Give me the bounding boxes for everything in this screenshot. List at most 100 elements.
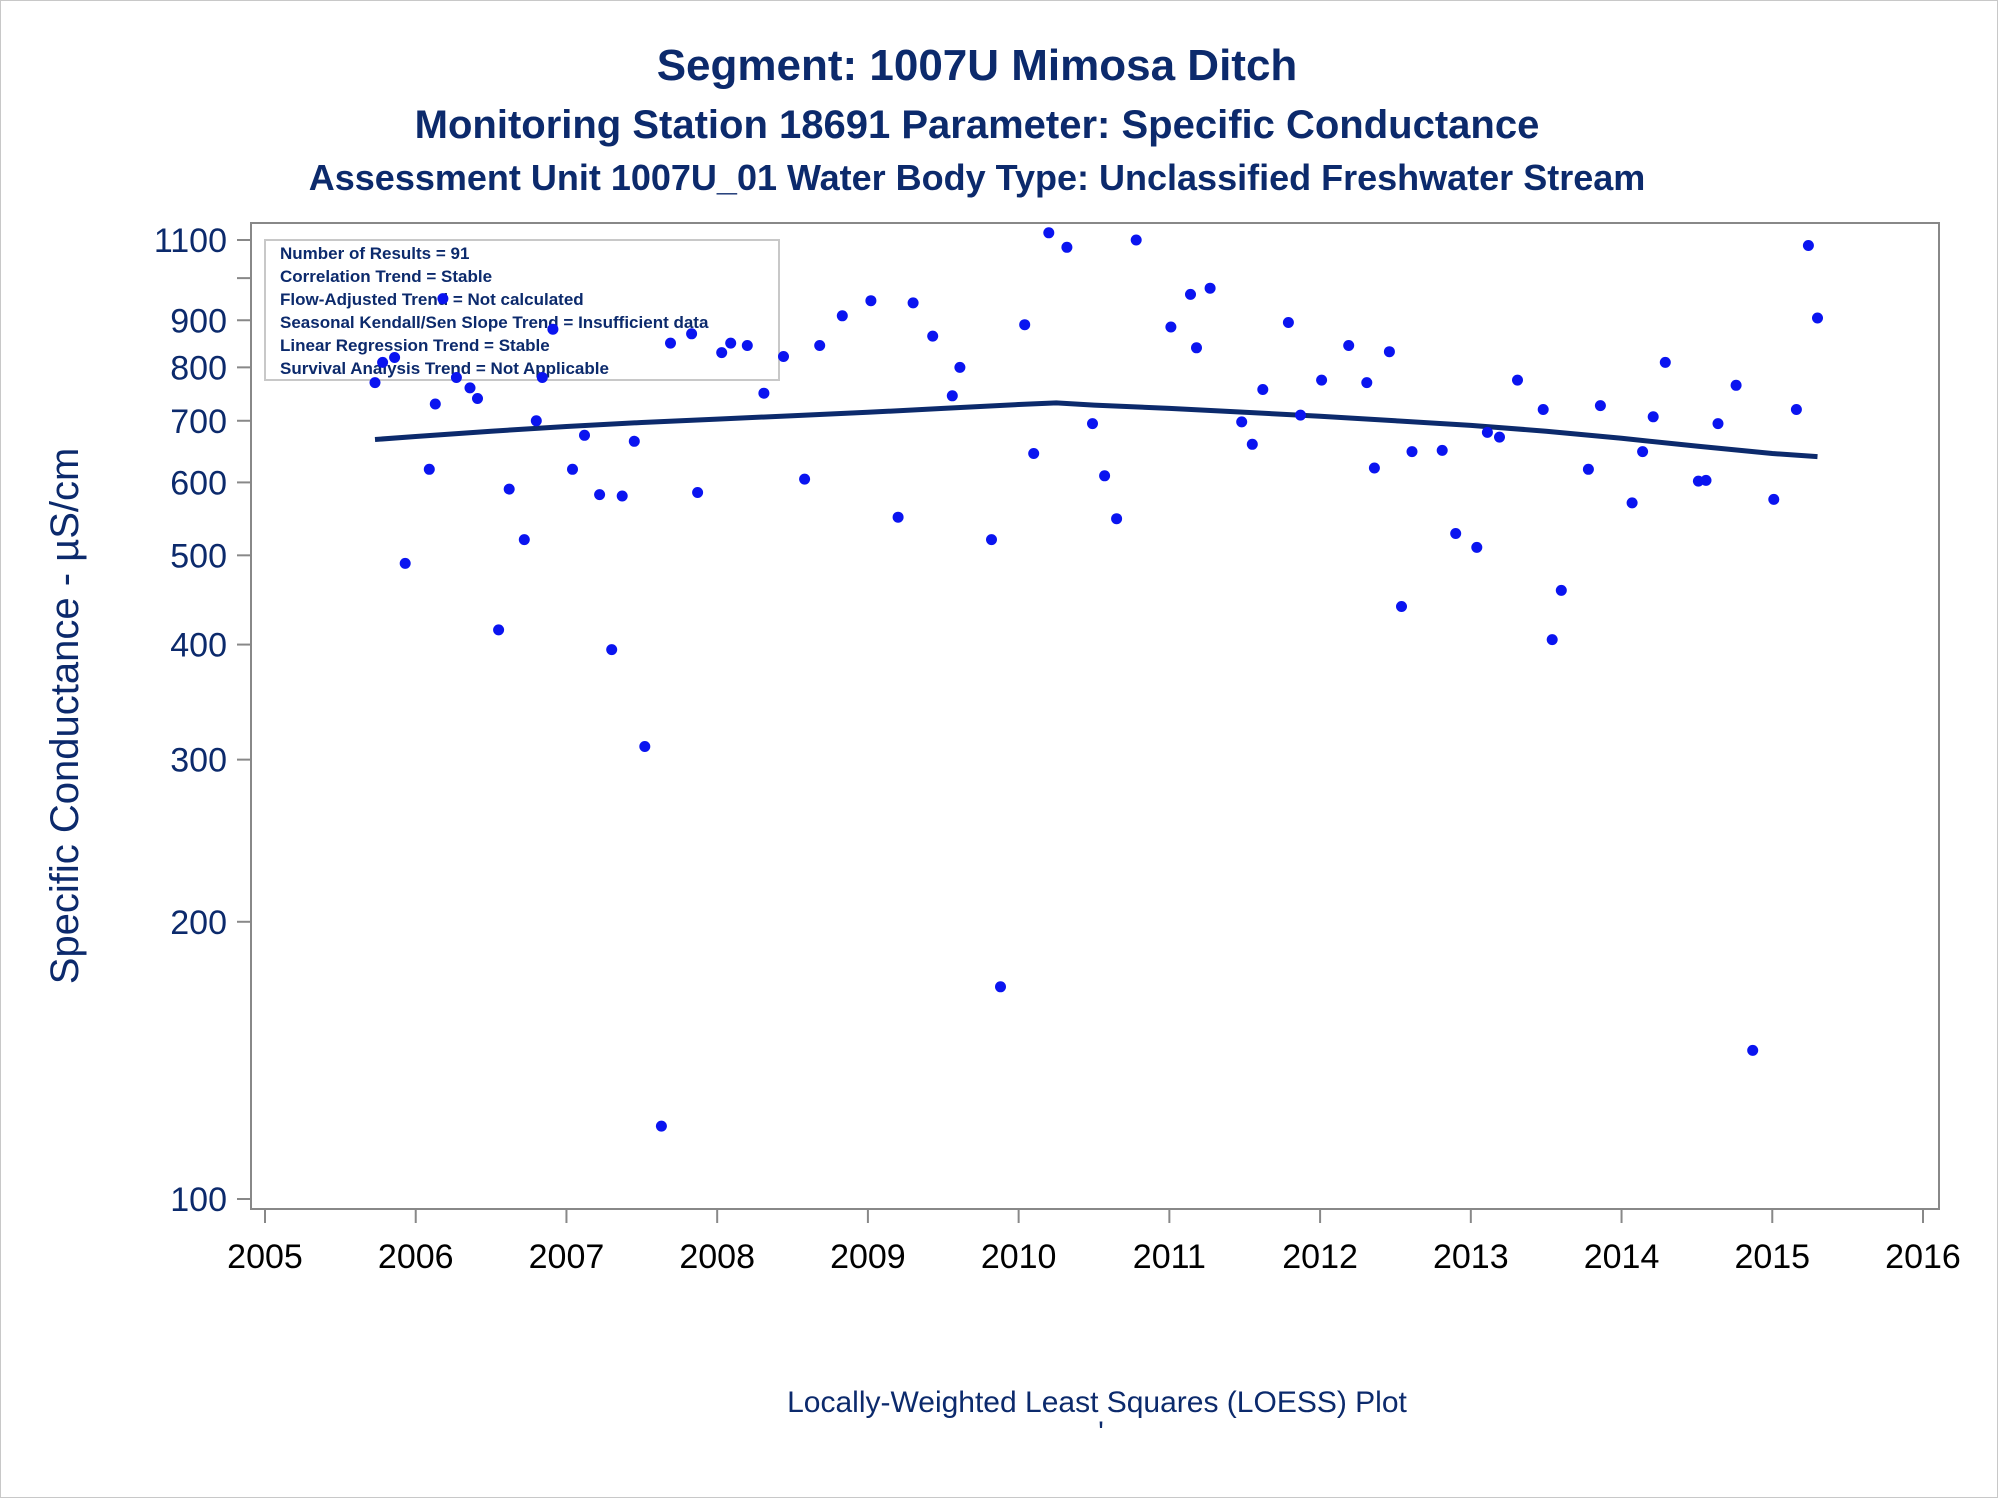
- data-point: [836, 310, 848, 322]
- data-point: [547, 323, 559, 335]
- chart-title-segment: Segment: 1007U Mimosa Ditch: [657, 41, 1298, 90]
- data-point: [493, 624, 505, 636]
- data-point: [1582, 463, 1594, 475]
- chart-title-station: Monitoring Station 18691 Parameter: Spec…: [415, 103, 1540, 147]
- data-point: [1028, 448, 1040, 459]
- y-tick-label: 200: [170, 904, 227, 942]
- data-point: [567, 463, 578, 475]
- data-point: [450, 372, 462, 383]
- x-tick-label: 2007: [529, 1238, 605, 1276]
- footer-mark: ': [1098, 1416, 1104, 1449]
- data-point: [1712, 418, 1724, 430]
- y-tick-label: 800: [170, 349, 227, 387]
- data-point: [778, 351, 789, 362]
- data-point: [725, 337, 737, 349]
- y-tick-label: 1100: [154, 222, 227, 260]
- stat-line-linear-regression: Linear Regression Trend = Stable: [280, 336, 550, 355]
- data-point: [758, 387, 770, 399]
- y-tick-label: 700: [170, 403, 227, 441]
- y-tick-label: 600: [170, 464, 227, 502]
- data-point: [1647, 411, 1659, 423]
- data-point: [686, 328, 698, 340]
- data-point: [716, 347, 728, 359]
- data-point: [1790, 404, 1802, 415]
- data-point: [1191, 342, 1202, 354]
- data-point: [1019, 319, 1031, 331]
- data-point: [1406, 446, 1418, 458]
- data-point: [907, 297, 919, 309]
- data-point: [1061, 241, 1073, 253]
- stat-line-results: Number of Results = 91: [280, 244, 469, 263]
- data-point: [1481, 426, 1493, 438]
- data-point: [954, 361, 966, 373]
- data-point: [946, 390, 958, 402]
- x-tick-label: 2011: [1133, 1238, 1206, 1276]
- data-point: [986, 534, 997, 546]
- data-point: [437, 293, 449, 305]
- data-point: [1700, 474, 1712, 486]
- data-point: [1802, 240, 1814, 251]
- data-point: [865, 295, 877, 307]
- y-tick-label: 300: [170, 742, 227, 780]
- data-point: [530, 415, 542, 427]
- data-point: [579, 429, 590, 441]
- data-point: [814, 340, 826, 351]
- data-point: [1316, 374, 1328, 386]
- x-tick-label: 2013: [1433, 1238, 1509, 1276]
- x-axis-label: Locally-Weighted Least Squares (LOESS) P…: [787, 1386, 1407, 1419]
- data-point: [1087, 418, 1098, 430]
- x-tick-label: 2015: [1734, 1238, 1810, 1276]
- data-point: [536, 372, 548, 383]
- data-point: [429, 398, 441, 410]
- y-tick-label: 400: [170, 627, 227, 665]
- data-point: [472, 393, 483, 404]
- data-point: [655, 1120, 667, 1132]
- data-point: [423, 463, 435, 475]
- x-tick-label: 2010: [981, 1238, 1057, 1276]
- data-point: [1257, 384, 1269, 395]
- data-point: [518, 534, 530, 546]
- stat-line-flow-adjusted: Flow-Adjusted Trend = Not calculated: [280, 290, 584, 309]
- y-tick-label: 500: [170, 537, 227, 575]
- loess-curve: [374, 400, 1818, 460]
- data-point: [1236, 416, 1248, 428]
- y-tick-label: 900: [170, 302, 227, 340]
- data-point: [1512, 374, 1523, 386]
- x-tick-label: 2009: [830, 1238, 906, 1276]
- x-tick-label: 2014: [1584, 1238, 1660, 1276]
- data-point: [1555, 584, 1567, 596]
- data-point: [1730, 379, 1742, 391]
- y-tick-label: 100: [170, 1181, 227, 1219]
- data-point: [892, 511, 904, 523]
- data-point: [1165, 321, 1177, 333]
- data-point: [1383, 346, 1395, 358]
- data-point: [665, 337, 676, 349]
- data-point: [1361, 377, 1373, 389]
- data-point: [1546, 634, 1558, 646]
- y-axis: 100 200 300 400 500 600 700 800 900 1100: [154, 222, 251, 1219]
- data-point: [369, 377, 381, 389]
- data-point: [1130, 234, 1142, 246]
- data-point: [1111, 513, 1123, 525]
- data-point: [464, 382, 476, 394]
- data-point: [1295, 409, 1306, 421]
- data-point: [1368, 462, 1380, 474]
- stats-box-border: [264, 239, 780, 381]
- x-tick-label: 2016: [1885, 1238, 1961, 1276]
- data-point: [1768, 493, 1780, 505]
- x-axis: 2005 2006 2007 2008 2009 2010 2011 2012 2013 2014…: [227, 1209, 1961, 1276]
- data-point: [1185, 288, 1196, 300]
- data-point: [1747, 1044, 1759, 1056]
- data-point: [927, 330, 939, 342]
- data-point: [1471, 541, 1483, 553]
- data-point: [1396, 601, 1407, 612]
- data-point: [639, 741, 651, 752]
- data-points: [369, 227, 1823, 1132]
- data-point: [594, 489, 606, 501]
- plot-area: [250, 222, 1940, 1210]
- data-point: [503, 483, 515, 495]
- data-point: [1343, 340, 1355, 351]
- data-point: [692, 487, 704, 498]
